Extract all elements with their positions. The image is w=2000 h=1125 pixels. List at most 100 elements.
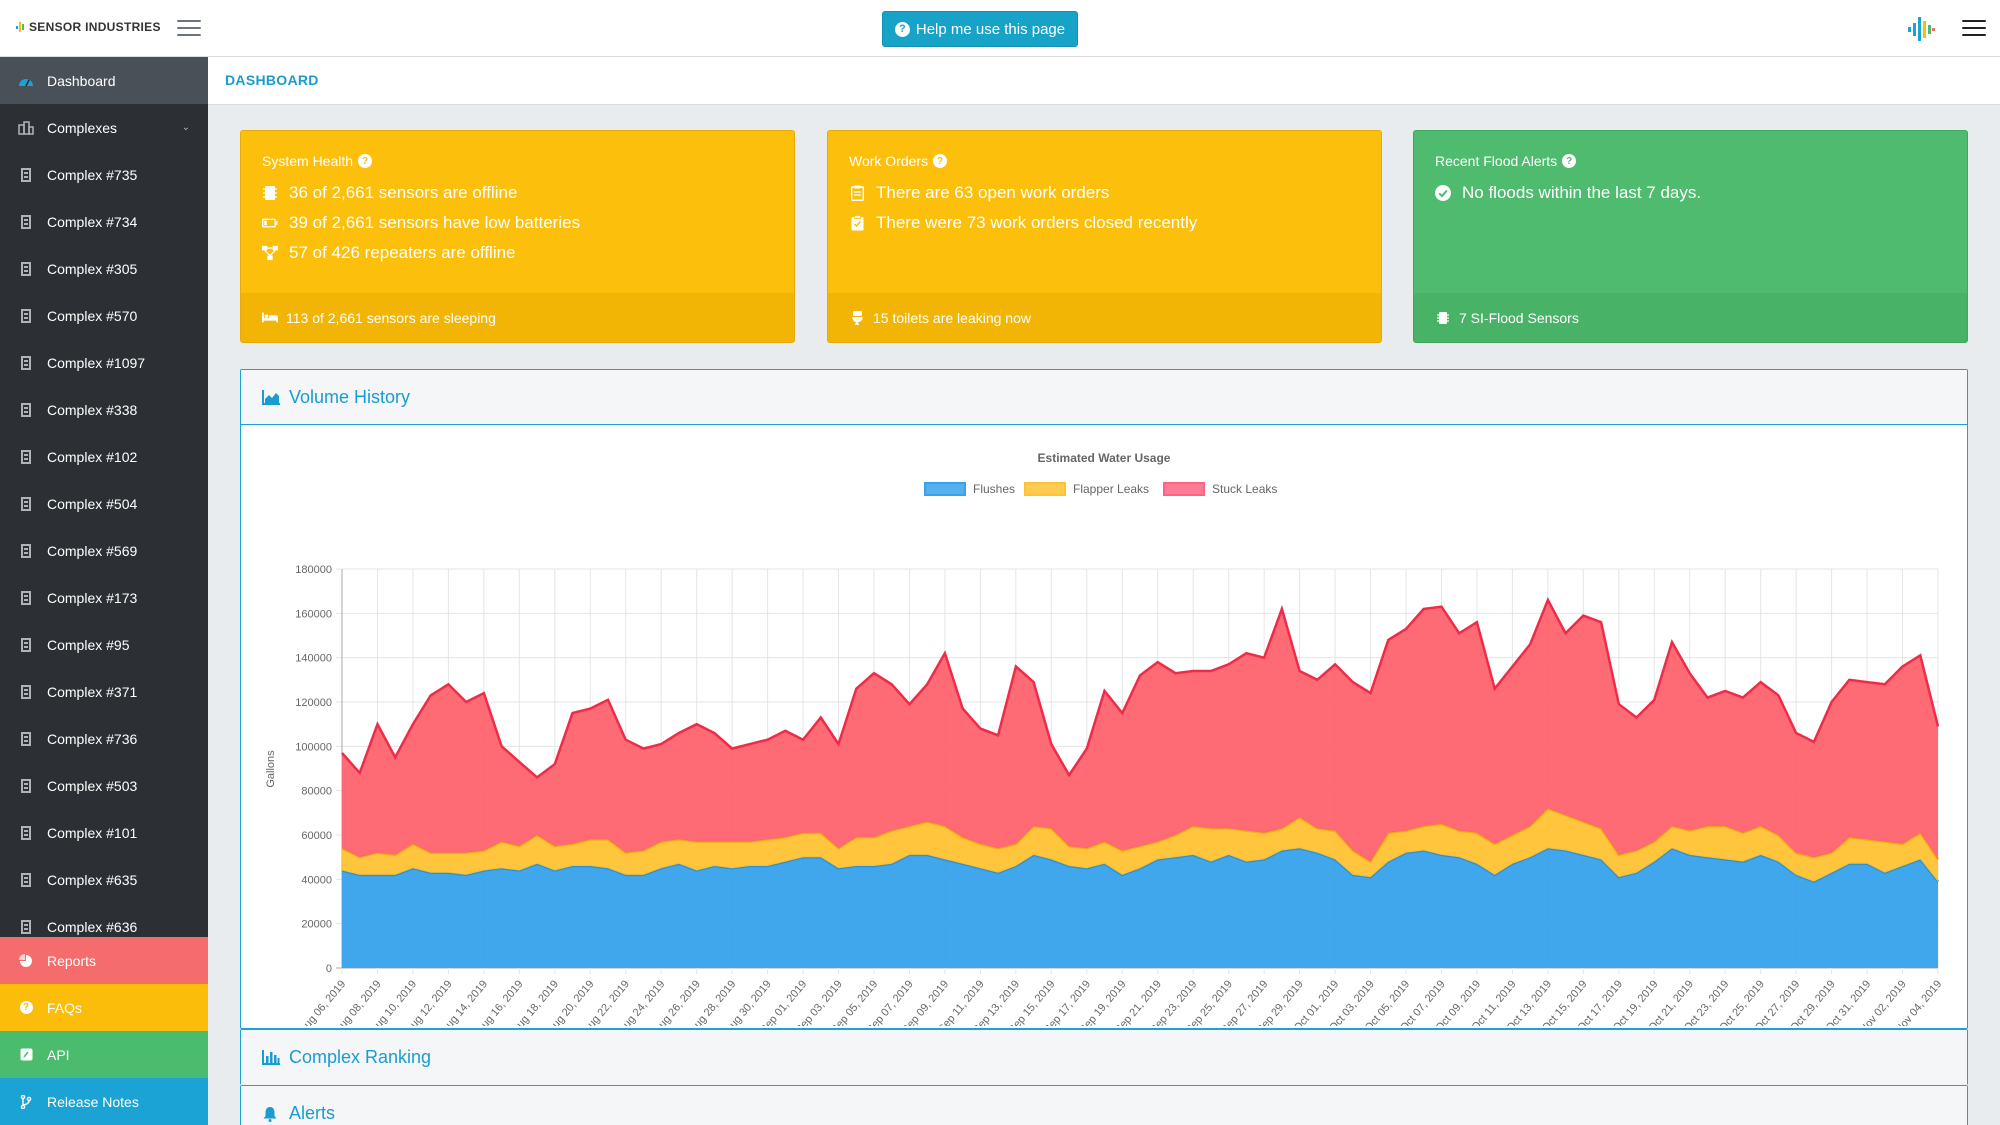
legend-swatch (1024, 482, 1066, 496)
sidebar-item-complex[interactable]: Complex #173 (0, 574, 208, 621)
help-button[interactable]: ? Help me use this page (882, 11, 1078, 47)
complex-ranking-panel: Complex Ranking (240, 1029, 1968, 1085)
card-line-text: 39 of 2,661 sensors have low batteries (289, 213, 581, 232)
card-line-text: There are 63 open work orders (876, 183, 1110, 202)
sidebar-item-complex[interactable]: Complex #338 (0, 386, 208, 433)
sidebar-item-label: Complex #95 (47, 636, 130, 653)
card-footer[interactable]: 7 SI-Flood Sensors (1414, 293, 1967, 342)
sidebar-item-reports[interactable]: Reports (0, 937, 208, 984)
building-icon (17, 731, 35, 746)
sidebar-item-complexes[interactable]: Complexes ⌄ (0, 104, 208, 151)
building-icon (17, 543, 35, 558)
sidebar-item-complex[interactable]: Complex #102 (0, 433, 208, 480)
sidebar-item-label: Release Notes (47, 1093, 139, 1110)
building-icon (17, 261, 35, 276)
bell-icon (262, 1106, 280, 1122)
top-bar: SENSOR INDUSTRIES ? Help me use this pag… (0, 0, 2000, 57)
menu-icon[interactable] (1962, 20, 1986, 38)
y-tick-label: 140000 (295, 653, 332, 665)
work-orders-card: Work Orders ? There are 63 open work ord… (827, 130, 1382, 343)
sidebar-item-complex[interactable]: Complex #635 (0, 856, 208, 903)
sidebar-item-label: Complex #734 (47, 213, 138, 230)
sidebar-item-complex[interactable]: Complex #734 (0, 198, 208, 245)
building-icon (17, 402, 35, 417)
y-axis-label: Gallons (265, 750, 277, 788)
building-icon (17, 355, 35, 370)
help-icon[interactable]: ? (358, 154, 373, 168)
logo-text: SENSOR INDUSTRIES (29, 20, 161, 34)
panel-title: Volume History (289, 386, 411, 407)
card-footer-text: 113 of 2,661 sensors are sleeping (286, 309, 496, 326)
sidebar-item-label: Complex #636 (47, 918, 138, 935)
building-icon (17, 684, 35, 699)
sidebar: Dashboard Complexes ⌄ Complex #735 Compl… (0, 57, 208, 1125)
building-icon (17, 590, 35, 605)
building-icon (17, 778, 35, 793)
sidebar-item-faqs[interactable]: ? FAQs (0, 984, 208, 1031)
building-icon (17, 496, 35, 511)
clipboard-icon (849, 185, 865, 201)
sidebar-item-dashboard[interactable]: Dashboard (0, 57, 208, 104)
building-icon (17, 214, 35, 229)
app-logo[interactable]: SENSOR INDUSTRIES (16, 20, 161, 34)
breadcrumb-bar: DASHBOARD (208, 57, 2000, 105)
y-tick-label: 160000 (295, 608, 332, 620)
building-icon (17, 825, 35, 840)
sidebar-item-complex[interactable]: Complex #736 (0, 715, 208, 762)
building-icon (17, 167, 35, 182)
bed-icon (262, 312, 278, 323)
logo-mark-icon (16, 20, 26, 34)
sidebar-item-label: Complexes (47, 119, 118, 136)
panel-header[interactable]: Alerts (241, 1086, 1967, 1125)
open-work-orders-line: There are 63 open work orders (849, 183, 1109, 203)
sidebar-item-label: Complex #305 (47, 260, 138, 277)
volume-history-panel: Volume History Estimated Water Usage Flus… (240, 369, 1968, 1048)
sidebar-item-complex[interactable]: Complex #371 (0, 668, 208, 715)
sidebar-item-complex[interactable]: Complex #504 (0, 480, 208, 527)
sidebar-item-complex[interactable]: Complex #570 (0, 292, 208, 339)
legend-label: Flapper Leaks (1073, 482, 1149, 496)
sidebar-item-label: Dashboard (47, 72, 116, 89)
sidebar-item-complex[interactable]: Complex #1097 (0, 339, 208, 386)
panel-header[interactable]: Volume History (241, 370, 1967, 425)
card-title: System Health ? (262, 153, 373, 169)
sidebar-item-complex[interactable]: Complex #503 (0, 762, 208, 809)
breadcrumb[interactable]: DASHBOARD (225, 72, 319, 88)
y-tick-label: 120000 (295, 697, 332, 709)
sidebar-item-complex[interactable]: Complex #101 (0, 809, 208, 856)
y-tick-label: 60000 (301, 830, 332, 842)
card-footer[interactable]: 15 toilets are leaking now (828, 293, 1381, 342)
card-line-text: There were 73 work orders closed recentl… (876, 213, 1198, 232)
card-footer[interactable]: 113 of 2,661 sensors are sleeping (241, 293, 794, 342)
card-line-text: 57 of 426 repeaters are offline (289, 243, 516, 262)
sidebar-item-complex[interactable]: Complex #636 (0, 903, 208, 950)
help-icon[interactable]: ? (1562, 154, 1577, 168)
legend-label: Stuck Leaks (1212, 482, 1277, 496)
sidebar-item-complex[interactable]: Complex #305 (0, 245, 208, 292)
sidebar-item-api[interactable]: API (0, 1031, 208, 1078)
no-floods-line: No floods within the last 7 days. (1435, 183, 1701, 203)
area-flushes (342, 848, 1938, 968)
buildings-icon (17, 120, 35, 135)
card-title-text: Recent Flood Alerts (1435, 153, 1558, 169)
y-tick-label: 80000 (301, 786, 332, 798)
card-footer-text: 7 SI-Flood Sensors (1459, 309, 1579, 326)
question-icon: ? (894, 21, 910, 37)
sidebar-item-complex[interactable]: Complex #569 (0, 527, 208, 574)
sidebar-item-complex[interactable]: Complex #95 (0, 621, 208, 668)
code-square-icon (17, 1048, 35, 1061)
help-icon[interactable]: ? (933, 154, 948, 168)
card-title: Recent Flood Alerts ? (1435, 153, 1577, 169)
sidebar-item-label: API (47, 1046, 70, 1063)
sidebar-item-complex[interactable]: Complex #735 (0, 151, 208, 198)
building-icon (17, 872, 35, 887)
sidebar-toggle-icon[interactable] (177, 20, 201, 38)
sidebar-item-label: Complex #173 (47, 589, 138, 606)
panel-header[interactable]: Complex Ranking (241, 1030, 1967, 1085)
branch-icon (17, 1094, 35, 1109)
sidebar-item-label: Complex #1097 (47, 354, 146, 371)
water-usage-chart: Estimated Water Usage Flushes Flapper Leak… (241, 426, 1967, 1048)
closed-work-orders-line: There were 73 work orders closed recentl… (849, 213, 1197, 233)
sidebar-item-release-notes[interactable]: Release Notes (0, 1078, 208, 1125)
bar-chart-icon (262, 1050, 280, 1066)
